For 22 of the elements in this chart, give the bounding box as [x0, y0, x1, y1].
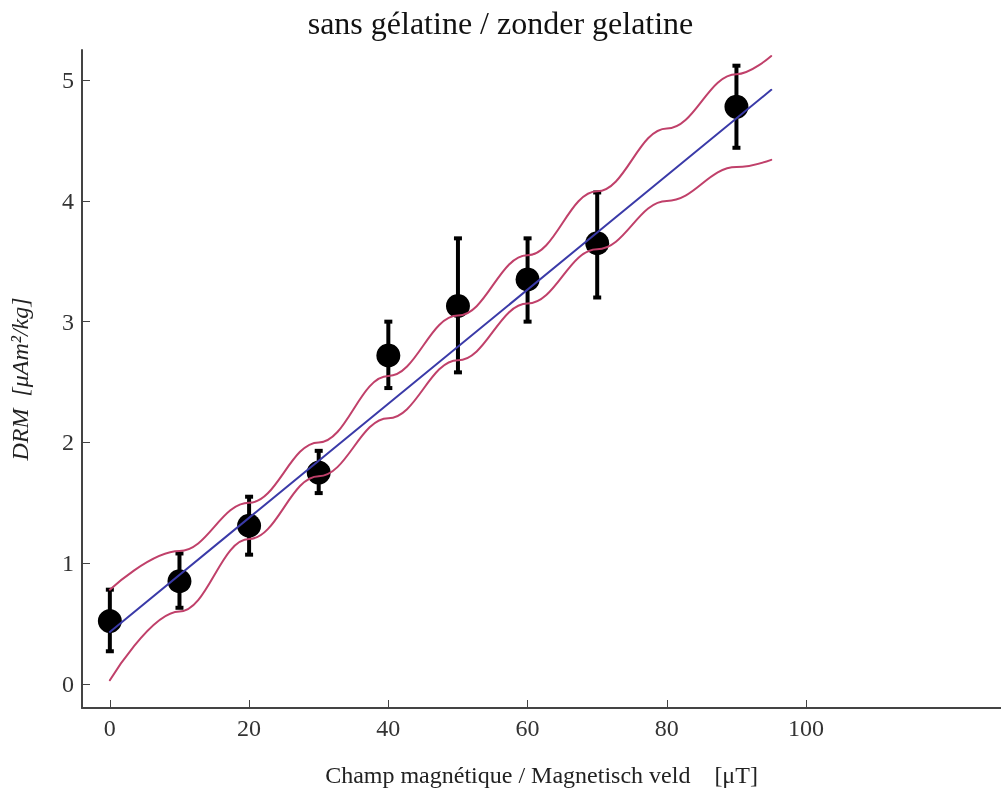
x-tick-label: 60	[515, 715, 540, 741]
y-tick-label: 3	[62, 308, 74, 335]
y-tick-label: 1	[62, 550, 74, 577]
x-axis-title: Champ magnétique / Magnetisch veld [μT]	[325, 762, 758, 788]
point	[724, 94, 749, 119]
x-tick-label: 100	[788, 715, 825, 741]
chart-title: sans gélatine / zonder gelatine	[307, 5, 694, 41]
x-tick-label: 80	[654, 715, 679, 741]
y-tick-label: 4	[62, 187, 74, 214]
point	[237, 513, 262, 538]
y-axis-title: DRM [μAm²/kg]	[7, 297, 33, 462]
x-tick-label: 40	[376, 715, 401, 741]
line-series	[108, 158, 773, 682]
point	[97, 609, 122, 634]
x-tick-label: 0	[103, 715, 116, 741]
x-tick-label: 20	[237, 715, 262, 741]
y-tick-label: 5	[62, 67, 74, 94]
point	[445, 293, 470, 318]
point	[515, 267, 540, 292]
point	[376, 343, 401, 368]
y-tick-label: 0	[62, 670, 74, 697]
y-tick-label: 2	[62, 429, 74, 456]
